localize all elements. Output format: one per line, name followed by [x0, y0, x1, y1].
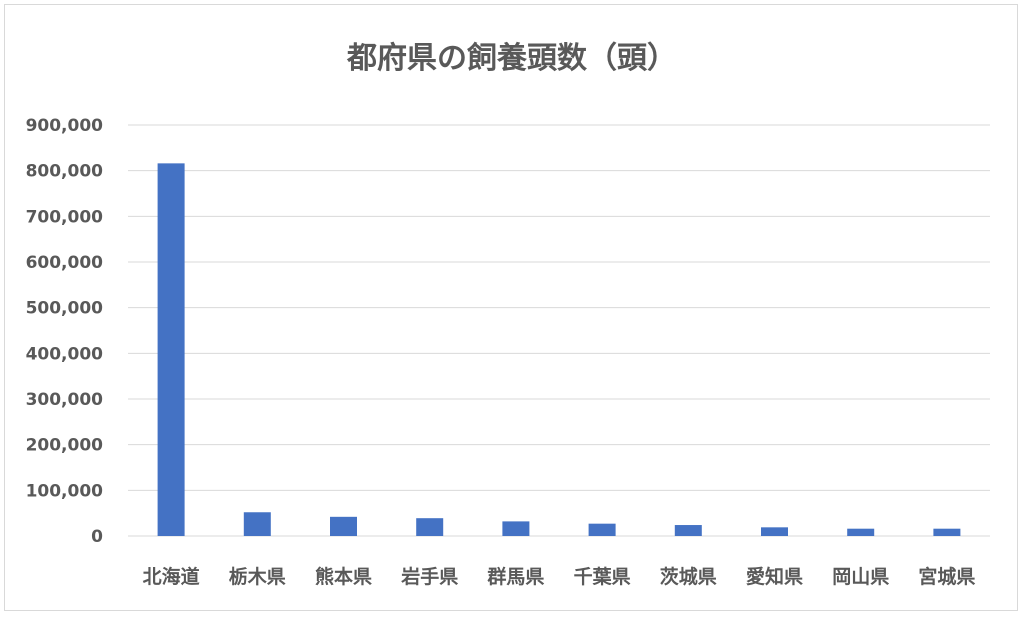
y-tick-label: 900,000: [26, 116, 104, 136]
x-tick-label: 栃木県: [229, 565, 286, 588]
x-tick-label: 北海道: [143, 565, 200, 588]
x-tick-label: 岡山県: [832, 566, 889, 588]
x-tick-label: 千葉県: [574, 566, 631, 588]
chart-title: 都府県の飼養頭数（頭）: [346, 41, 677, 76]
x-tick-label: 愛知県: [746, 565, 803, 588]
y-tick-label: 300,000: [26, 390, 104, 410]
bar: [588, 523, 616, 536]
y-axis: 0 100,000 200,000 300,000 400,000 500,000 600,…: [26, 116, 104, 547]
bar: [761, 527, 788, 536]
bar: [330, 516, 357, 536]
bar: [243, 512, 271, 536]
gridlines: [128, 124, 990, 537]
bar: [847, 528, 875, 536]
bars: [157, 163, 961, 537]
y-tick-label: 500,000: [26, 299, 104, 319]
y-tick-label: 200,000: [26, 436, 104, 456]
y-tick-label: 600,000: [26, 253, 104, 273]
bar: [933, 528, 961, 536]
y-tick-label: 800,000: [26, 162, 104, 182]
bar: [502, 521, 530, 536]
bar: [157, 163, 185, 537]
x-tick-label: 熊本県: [315, 565, 372, 588]
x-tick-label: 岩手県: [400, 565, 458, 588]
y-tick-label: 100,000: [26, 481, 104, 501]
bar: [416, 518, 444, 536]
y-tick-label: 0: [91, 527, 103, 547]
x-axis: 北海道 栃木県 熊本県 岩手県 群馬県 千葉県 茨城県 愛知県 岡山県 宮城県: [143, 565, 976, 588]
bar: [674, 525, 702, 536]
x-tick-label: 宮城県: [918, 565, 975, 588]
x-tick-label: 群馬県: [486, 565, 544, 588]
x-tick-label: 茨城県: [660, 565, 717, 588]
y-tick-label: 700,000: [26, 207, 104, 227]
y-tick-label: 400,000: [26, 344, 104, 364]
